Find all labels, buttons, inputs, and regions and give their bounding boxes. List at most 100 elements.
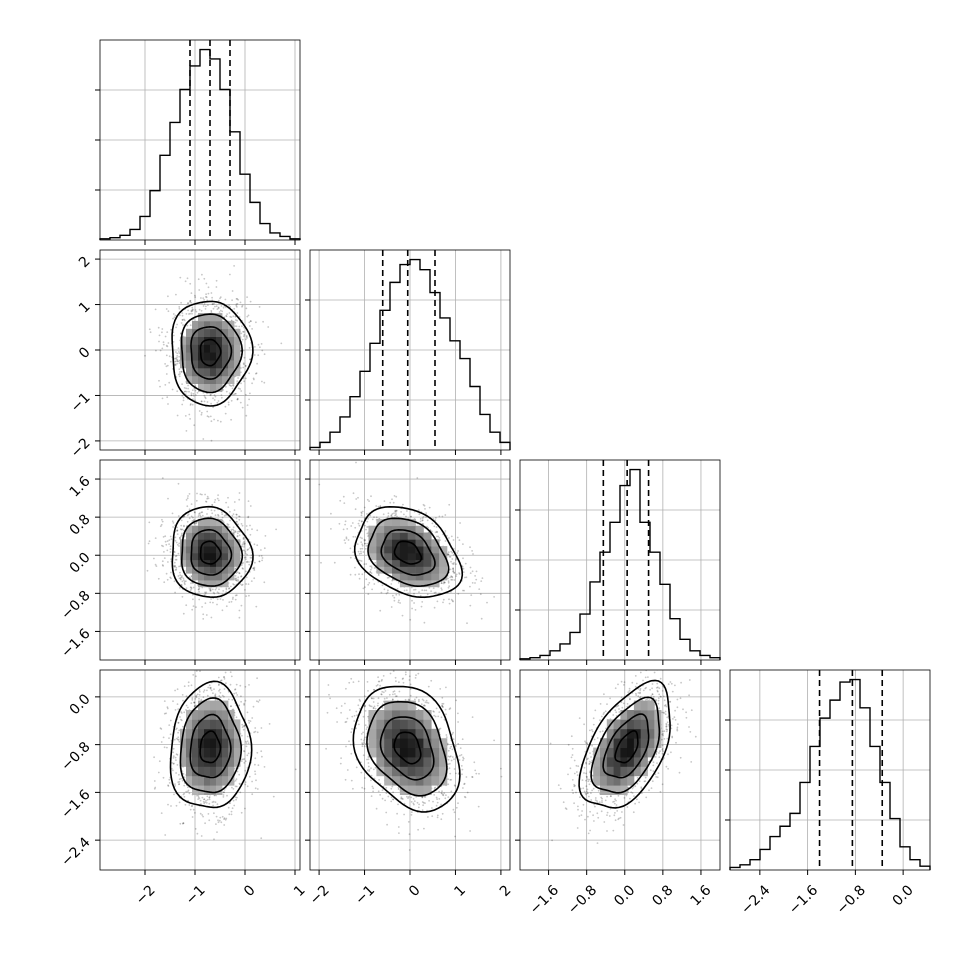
sample-point — [679, 756, 682, 759]
sample-point — [160, 728, 163, 730]
sample-point — [169, 576, 172, 579]
sample-point — [254, 757, 257, 760]
sample-point — [230, 418, 233, 421]
sample-point — [246, 553, 249, 556]
sample-point — [471, 582, 474, 584]
sample-point — [481, 577, 484, 579]
sample-point — [243, 758, 246, 760]
sample-point — [236, 312, 239, 314]
contour-line — [189, 713, 232, 779]
sample-point — [597, 789, 600, 792]
sample-point — [241, 734, 243, 737]
sample-point — [159, 385, 161, 388]
sample-point — [394, 676, 397, 679]
sample-point — [581, 810, 583, 812]
sample-point — [178, 801, 181, 804]
sample-point — [237, 298, 240, 301]
sample-point — [174, 555, 177, 558]
sample-point — [255, 372, 258, 375]
sample-point — [191, 309, 194, 312]
sample-point — [397, 788, 400, 790]
sample-point — [158, 760, 161, 763]
sample-point — [235, 572, 238, 574]
sample-point — [648, 699, 651, 701]
sample-point — [585, 761, 587, 764]
sample-point — [243, 549, 246, 552]
sample-point — [486, 601, 488, 604]
sample-point — [194, 294, 196, 297]
sample-point — [235, 577, 238, 580]
sample-point — [379, 684, 381, 687]
sample-point — [235, 798, 238, 801]
sample-point — [209, 415, 212, 418]
contour-line — [190, 529, 233, 576]
sample-point — [248, 321, 251, 324]
sample-point — [207, 304, 209, 306]
density-cell — [384, 728, 393, 739]
sample-point — [188, 493, 191, 495]
sample-point — [575, 791, 577, 794]
sample-point — [623, 684, 625, 686]
sample-point — [665, 722, 668, 725]
sample-point — [392, 501, 395, 504]
sample-point — [171, 520, 174, 523]
sample-point — [358, 723, 360, 726]
density-cell — [640, 738, 648, 748]
sample-point — [221, 694, 224, 697]
sample-point — [180, 711, 182, 713]
density-cell — [368, 738, 377, 748]
sample-point — [181, 575, 183, 577]
sample-point — [153, 780, 156, 782]
sample-point — [200, 835, 203, 837]
density-cell — [216, 728, 223, 739]
sample-point — [175, 753, 178, 755]
sample-point — [371, 785, 374, 788]
sample-point — [240, 575, 243, 578]
density-cell — [198, 360, 205, 369]
density-cell — [210, 747, 217, 758]
sample-point — [345, 536, 348, 539]
sample-point — [176, 359, 179, 361]
sample-point — [235, 594, 238, 597]
sample-point — [254, 770, 256, 773]
density-cell — [210, 375, 217, 384]
density-cell — [204, 320, 211, 330]
sample-point — [190, 805, 193, 808]
sample-point — [404, 673, 407, 676]
density-cell — [423, 539, 432, 547]
sample-point — [235, 303, 238, 306]
sample-point — [236, 571, 239, 573]
contour-line — [171, 505, 254, 599]
sample-point — [162, 343, 165, 346]
sample-point — [400, 797, 402, 800]
panel-frame — [519, 459, 721, 661]
sample-point — [358, 573, 360, 576]
sample-point — [667, 753, 669, 756]
sample-point — [234, 325, 237, 327]
density-cell — [399, 552, 409, 561]
sample-point — [590, 761, 592, 764]
sample-point — [254, 763, 256, 766]
sample-point — [394, 695, 397, 698]
density-cell — [198, 532, 205, 540]
sample-point — [367, 762, 370, 764]
sample-point — [453, 579, 456, 581]
sample-point — [413, 602, 415, 604]
sample-point — [385, 792, 388, 794]
sample-point — [204, 308, 207, 310]
contour-line — [380, 528, 436, 576]
sample-point — [213, 509, 216, 512]
sample-point — [204, 591, 206, 594]
x-tick-label: −0.8 — [834, 882, 869, 917]
sample-point — [453, 572, 456, 574]
density-cell — [204, 383, 211, 392]
sample-point — [275, 528, 277, 531]
sample-point — [640, 787, 643, 790]
sample-point — [394, 665, 396, 667]
density-cell — [368, 546, 377, 554]
sample-point — [500, 775, 503, 778]
sample-point — [204, 396, 207, 399]
sample-point — [450, 745, 453, 748]
density-cell — [228, 710, 235, 720]
